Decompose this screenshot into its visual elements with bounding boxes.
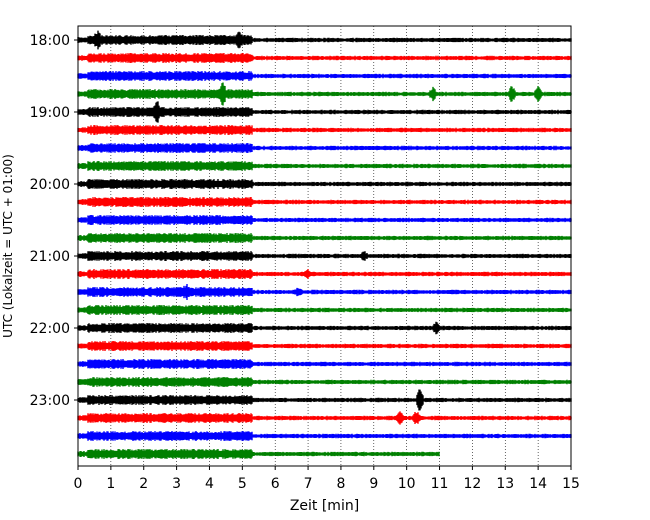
seismic-trace-2315 — [77, 411, 572, 425]
seismic-trace-2045 — [77, 233, 572, 243]
seismic-trace-2245 — [77, 377, 572, 387]
seismic-trace-1930 — [77, 143, 572, 153]
seismic-trace-2230 — [77, 359, 572, 369]
seismic-trace-2145 — [77, 305, 572, 315]
x-tick-label: 1 — [106, 476, 115, 492]
y-tick-label: 21:00 — [30, 249, 70, 265]
seismic-traces — [77, 30, 572, 459]
x-tick-label: 4 — [205, 476, 214, 492]
seismic-trace-2345 — [77, 449, 440, 459]
x-tick-label: 13 — [496, 476, 514, 492]
seismic-trace-1815 — [77, 53, 572, 63]
seismic-trace-2115 — [77, 269, 572, 279]
x-tick-label: 10 — [398, 476, 416, 492]
seismic-trace-1800 — [77, 30, 572, 50]
seismic-trace-2300 — [77, 389, 572, 411]
x-tick-label: 0 — [74, 476, 83, 492]
seismic-trace-2000 — [77, 179, 572, 189]
x-tick-label: 14 — [529, 476, 547, 492]
seismic-trace-1845 — [77, 82, 572, 106]
seismic-trace-2030 — [77, 215, 572, 225]
seismic-trace-1900 — [77, 101, 572, 123]
x-tick-label: 12 — [463, 476, 481, 492]
x-tick-label: 15 — [562, 476, 580, 492]
y-tick-label: 22:00 — [30, 321, 70, 337]
x-tick-label: 7 — [304, 476, 313, 492]
y-tick-label: 18:00 — [30, 33, 70, 49]
y-axis-ticks: 18:00 19:00 20:00 21:00 22:00 23:00 — [30, 33, 78, 409]
y-axis-title: UTC (Lokalzeit = UTC + 01:00) — [1, 154, 15, 338]
x-axis-ticks: 0 1 2 3 4 5 6 7 8 9 10 11 12 13 14 15 — [74, 466, 580, 492]
y-tick-label: 19:00 — [30, 105, 70, 121]
seismic-trace-2215 — [77, 341, 572, 351]
x-tick-label: 11 — [431, 476, 449, 492]
seismic-trace-2015 — [77, 197, 572, 207]
x-tick-label: 3 — [172, 476, 181, 492]
x-tick-label: 6 — [271, 476, 280, 492]
seismic-trace-2330 — [77, 431, 572, 441]
seismic-trace-2100 — [77, 251, 572, 261]
x-tick-label: 5 — [238, 476, 247, 492]
x-tick-label: 2 — [139, 476, 148, 492]
seismic-trace-2200 — [77, 321, 572, 335]
seismic-trace-1830 — [77, 71, 572, 81]
x-tick-label: 9 — [369, 476, 378, 492]
seismic-trace-2130 — [77, 284, 572, 300]
y-tick-label: 23:00 — [30, 393, 70, 409]
grid-lines — [110, 26, 539, 466]
x-axis-title: Zeit [min] — [290, 498, 359, 514]
x-tick-label: 8 — [336, 476, 345, 492]
seismic-trace-1915 — [77, 125, 572, 135]
y-tick-label: 20:00 — [30, 177, 70, 193]
seismic-trace-1945 — [77, 161, 572, 171]
plot-frame — [77, 25, 572, 467]
